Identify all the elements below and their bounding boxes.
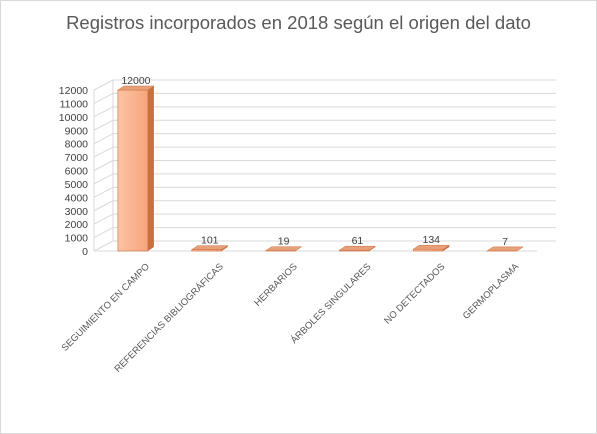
bar-top [486, 246, 524, 252]
gridline-side [93, 200, 114, 212]
gridline-side [93, 92, 114, 104]
y-tick-label: 3000 [65, 206, 89, 218]
bar [117, 85, 155, 252]
bar [412, 244, 451, 252]
y-tick-label: 4000 [65, 192, 89, 204]
bar-top [338, 245, 377, 251]
category-label: ÁRBOLES SINGULARES [289, 261, 374, 346]
gridline-side [93, 173, 114, 185]
data-label: 134 [422, 234, 440, 246]
gridline-side [93, 160, 114, 171]
data-label: 19 [278, 236, 290, 248]
bar [190, 245, 229, 252]
gridline-side [93, 213, 114, 225]
category-label: HERBARIOS [252, 261, 299, 308]
gridline-side [93, 186, 114, 198]
category-label: NO DETECTADOS [382, 261, 447, 326]
bars [117, 85, 524, 252]
y-tick-label: 1000 [65, 233, 89, 245]
gridline-side [93, 240, 114, 252]
bar-top [117, 85, 155, 91]
gridline-side [93, 227, 114, 239]
gridline-side [93, 79, 114, 91]
y-tick-label: 9000 [65, 125, 89, 137]
y-tick-label: 5000 [65, 179, 89, 191]
y-tick-label: 12000 [59, 85, 88, 97]
bar-front [412, 248, 444, 252]
y-tick-label: 11000 [60, 98, 89, 110]
category-label: GERMOPLASMA [461, 261, 522, 322]
y-tick-label: 6000 [65, 166, 89, 178]
bar-top [264, 246, 303, 251]
data-label: 12000 [121, 75, 150, 87]
gridlines [93, 79, 556, 252]
bar-side [443, 245, 450, 251]
y-tick-label: 0 [82, 246, 88, 258]
bar-side [221, 245, 228, 251]
bar [264, 246, 303, 252]
bar [486, 246, 524, 252]
bar-top [190, 245, 229, 250]
bar-top [412, 244, 451, 250]
y-tick-label: 2000 [65, 219, 89, 231]
data-label: 101 [201, 235, 219, 247]
data-label: 61 [352, 235, 364, 247]
bar-side [147, 86, 154, 251]
gridline-side [93, 106, 114, 118]
bar [338, 245, 377, 252]
gridline-side [93, 146, 114, 158]
axis-walls [93, 80, 537, 252]
y-tick-label: 7000 [65, 152, 89, 164]
gridline-side [93, 119, 114, 131]
y-tick-label: 10000 [59, 112, 88, 124]
data-labels: 12000 101 19 61 134 7 [121, 75, 508, 248]
gridline-side [93, 133, 114, 145]
data-label: 7 [502, 236, 508, 248]
y-tick-label: 8000 [65, 139, 89, 151]
bar-front [117, 89, 149, 252]
chart-title: Registros incorporados en 2018 según el … [66, 12, 531, 33]
